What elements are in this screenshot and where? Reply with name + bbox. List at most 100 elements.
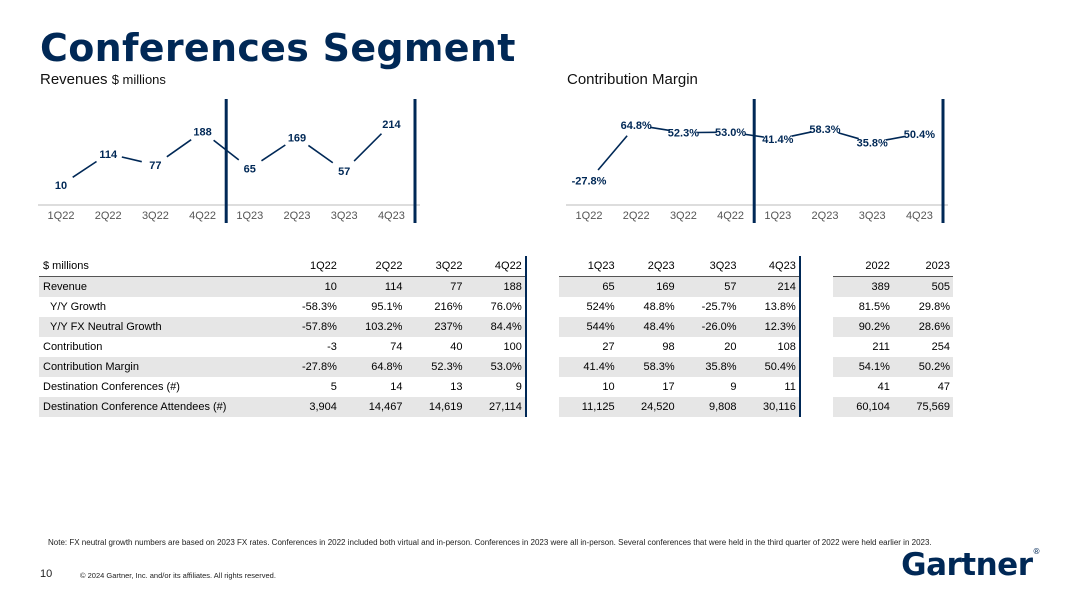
table-cell: 9 bbox=[465, 377, 527, 397]
table-cell: 20 bbox=[724, 341, 737, 353]
table-cell: 81.5% bbox=[858, 301, 890, 313]
table-cell: 27,114 bbox=[465, 397, 527, 417]
table-cell: 84.4% bbox=[465, 317, 527, 337]
margin-data-label: -27.8% bbox=[572, 176, 607, 188]
margin-segment bbox=[791, 131, 812, 138]
table-row: Y/Y Growth -58.3% 95.1% 216% 76.0% 524% 48.8% -… bbox=[39, 297, 953, 317]
table-cell: 41.4% bbox=[558, 357, 618, 377]
table-cell: 214 bbox=[739, 276, 801, 297]
revenue-tick-label: 4Q22 bbox=[189, 210, 216, 222]
table-cell: 24,520 bbox=[617, 397, 678, 417]
table-cell: 27 bbox=[602, 341, 615, 353]
table-cell: 41 bbox=[877, 381, 890, 393]
revenue-tick-label: 1Q23 bbox=[236, 210, 263, 222]
revenue-data-label: 114 bbox=[99, 149, 118, 161]
table-cell: 3,904 bbox=[278, 397, 340, 417]
table-cell: 505 bbox=[892, 276, 953, 297]
revenue-data-label: 214 bbox=[382, 119, 401, 131]
revenue-data-label: 77 bbox=[149, 160, 161, 172]
margin-tick-label: 3Q23 bbox=[859, 210, 886, 222]
table-cell: 544% bbox=[558, 317, 618, 337]
revenue-tick-label: 1Q22 bbox=[48, 210, 75, 222]
table-cell: 211 bbox=[872, 341, 890, 353]
table-cell: 524% bbox=[586, 301, 615, 313]
header-2q22: 2Q22 bbox=[339, 256, 406, 277]
gartner-logo: Gartner® bbox=[901, 547, 1040, 583]
margin-chart: -27.8% 64.8% 52.3% 53.0% 41.4% 58.3% 35.8% 50.4… bbox=[566, 99, 948, 223]
table-cell: 65 bbox=[558, 276, 618, 297]
table-cell: 53.0% bbox=[465, 357, 527, 377]
table-cell: 14,467 bbox=[339, 397, 406, 417]
column-gap bbox=[799, 297, 833, 317]
row-label: Y/Y Growth bbox=[50, 301, 107, 313]
row-label: Contribution bbox=[43, 341, 103, 353]
table-cell: 28.6% bbox=[892, 317, 953, 337]
table-cell: 11,125 bbox=[558, 397, 618, 417]
margin-data-label: 50.4% bbox=[904, 129, 935, 141]
table-cell: -58.3% bbox=[302, 301, 337, 313]
revenue-data-label: 65 bbox=[244, 164, 256, 176]
table-cell: 254 bbox=[931, 341, 950, 353]
page-title: Conferences Segment bbox=[40, 26, 516, 70]
table-cell: 60,104 bbox=[832, 397, 893, 417]
table-cell: 10 bbox=[602, 381, 615, 393]
column-gap bbox=[525, 377, 559, 397]
table-cell: -26.0% bbox=[677, 317, 740, 337]
column-gap bbox=[525, 256, 559, 277]
margin-data-label: 41.4% bbox=[762, 134, 793, 146]
table-cell: -3 bbox=[327, 341, 337, 353]
table-row: Contribution Margin -27.8% 64.8% 52.3% 53.0%… bbox=[39, 357, 953, 377]
header-unit: $ millions bbox=[39, 256, 278, 277]
column-gap bbox=[525, 317, 559, 337]
column-gap bbox=[799, 337, 833, 357]
table-cell: 237% bbox=[405, 317, 466, 337]
revenue-chart-unit: $ millions bbox=[111, 72, 166, 87]
gartner-logo-mark: ® bbox=[1032, 547, 1041, 556]
table-cell: 64.8% bbox=[339, 357, 406, 377]
header-1q22: 1Q22 bbox=[278, 256, 340, 277]
table-cell: 14 bbox=[390, 381, 403, 393]
revenue-tick-label: 3Q22 bbox=[142, 210, 169, 222]
margin-data-label: 64.8% bbox=[621, 120, 652, 132]
table-cell: 40 bbox=[450, 341, 463, 353]
column-gap bbox=[525, 357, 559, 377]
revenue-data-label: 10 bbox=[55, 180, 67, 192]
header-2023: 2023 bbox=[892, 256, 953, 277]
margin-tick-label: 2Q22 bbox=[623, 210, 650, 222]
table-cell: 76.0% bbox=[465, 297, 527, 317]
revenue-chart-title: Revenues $ millions bbox=[40, 71, 166, 88]
column-gap bbox=[525, 276, 559, 297]
margin-tick-label: 1Q23 bbox=[764, 210, 791, 222]
header-2022: 2022 bbox=[832, 256, 893, 277]
table-cell: -27.8% bbox=[278, 357, 340, 377]
margin-tick-label: 1Q22 bbox=[576, 210, 603, 222]
table-cell: 90.2% bbox=[832, 317, 893, 337]
table-cell: 11 bbox=[739, 377, 801, 397]
table-cell: 58.3% bbox=[617, 357, 678, 377]
column-gap bbox=[799, 377, 833, 397]
margin-tick-label: 4Q23 bbox=[906, 210, 933, 222]
revenue-data-label: 57 bbox=[338, 166, 350, 178]
margin-data-label: 53.0% bbox=[715, 127, 746, 139]
gartner-logo-text: Gartner bbox=[901, 547, 1033, 583]
margin-segment bbox=[744, 133, 765, 138]
row-label: Revenue bbox=[39, 276, 278, 297]
table-cell: 95.1% bbox=[371, 301, 403, 313]
revenue-tick-label: 4Q23 bbox=[378, 210, 405, 222]
column-gap bbox=[799, 317, 833, 337]
table-cell: 48.8% bbox=[643, 301, 675, 313]
table-cell: -57.8% bbox=[278, 317, 340, 337]
table-cell: 35.8% bbox=[677, 357, 740, 377]
table-row: Destination Conference Attendees (#) 3,90… bbox=[39, 397, 953, 417]
revenue-data-label: 169 bbox=[288, 132, 306, 144]
table-cell: 389 bbox=[832, 276, 893, 297]
row-label: Destination Conference Attendees (#) bbox=[39, 397, 278, 417]
revenue-segment bbox=[121, 156, 142, 163]
revenue-chart: 10 114 77 188 65 169 57 214 1Q22 2Q22 3Q22 4Q22 1Q23… bbox=[38, 99, 420, 223]
revenue-data-label: 188 bbox=[193, 127, 211, 139]
header-1q23: 1Q23 bbox=[558, 256, 618, 277]
table-cell: 52.3% bbox=[405, 357, 466, 377]
table-cell: 74 bbox=[390, 341, 403, 353]
column-gap bbox=[799, 357, 833, 377]
table-cell: -25.7% bbox=[701, 301, 737, 313]
